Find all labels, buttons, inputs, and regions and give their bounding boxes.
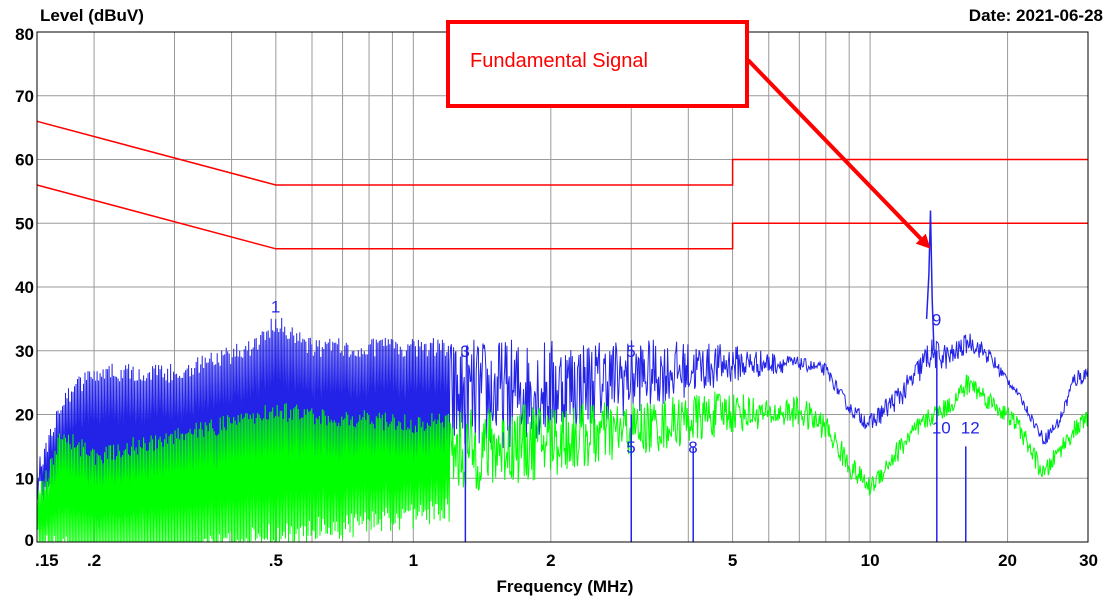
annotation-text: Fundamental Signal bbox=[470, 50, 648, 72]
marker-label: 1 bbox=[271, 298, 280, 317]
date-label: Date: 2021-06-28 bbox=[969, 6, 1103, 25]
x-tick-label: 30 bbox=[1079, 551, 1098, 570]
y-tick-label: 40 bbox=[15, 278, 34, 297]
annotation-arrow-line bbox=[746, 58, 923, 241]
limit-lines bbox=[36, 120, 1088, 250]
marker-label: 10 bbox=[932, 419, 951, 438]
y-tick-label: 20 bbox=[15, 406, 34, 425]
x-tick-label: .2 bbox=[87, 551, 101, 570]
markers: 1 3 5 5 8 9 10 12 bbox=[271, 298, 980, 457]
marker-label: 3 bbox=[460, 342, 469, 361]
y-tick-label: 60 bbox=[15, 151, 34, 170]
y-tick-label: 80 bbox=[15, 25, 34, 44]
x-tick-label: 10 bbox=[861, 551, 880, 570]
limit-line bbox=[36, 184, 1088, 250]
marker-label: 12 bbox=[961, 419, 980, 438]
fundamental-annotation: Fundamental Signal bbox=[446, 20, 931, 249]
x-tick-label: 1 bbox=[409, 551, 418, 570]
y-tick-label: 70 bbox=[15, 87, 34, 106]
x-tick-labels: .15 .2 .5 1 2 5 10 20 30 bbox=[35, 551, 1098, 570]
marker-label: 8 bbox=[688, 438, 697, 457]
y-tick-labels: 0 10 20 30 40 50 60 70 80 bbox=[15, 25, 34, 550]
y-tick-label: 50 bbox=[15, 214, 34, 233]
x-tick-label: .15 bbox=[35, 551, 59, 570]
x-axis-title: Frequency (MHz) bbox=[497, 577, 634, 596]
fundamental-spike bbox=[925, 210, 935, 351]
marker-label: 5 bbox=[626, 438, 635, 457]
y-axis-title: Level (dBuV) bbox=[40, 6, 144, 25]
annotation-arrowhead bbox=[915, 233, 931, 249]
limit-line bbox=[36, 120, 1088, 186]
marker-label: 9 bbox=[932, 310, 941, 329]
y-tick-label: 0 bbox=[25, 531, 34, 550]
annotation-box bbox=[446, 20, 749, 108]
marker-stems bbox=[464, 350, 967, 542]
x-tick-label: 2 bbox=[546, 551, 555, 570]
marker-label: 5 bbox=[626, 342, 635, 361]
x-tick-label: 5 bbox=[728, 551, 737, 570]
y-tick-label: 30 bbox=[15, 342, 34, 361]
x-tick-label: 20 bbox=[998, 551, 1017, 570]
series-trace bbox=[36, 374, 1089, 543]
traces bbox=[36, 210, 1089, 543]
x-tick-label: .5 bbox=[269, 551, 283, 570]
y-tick-label: 10 bbox=[15, 469, 34, 488]
